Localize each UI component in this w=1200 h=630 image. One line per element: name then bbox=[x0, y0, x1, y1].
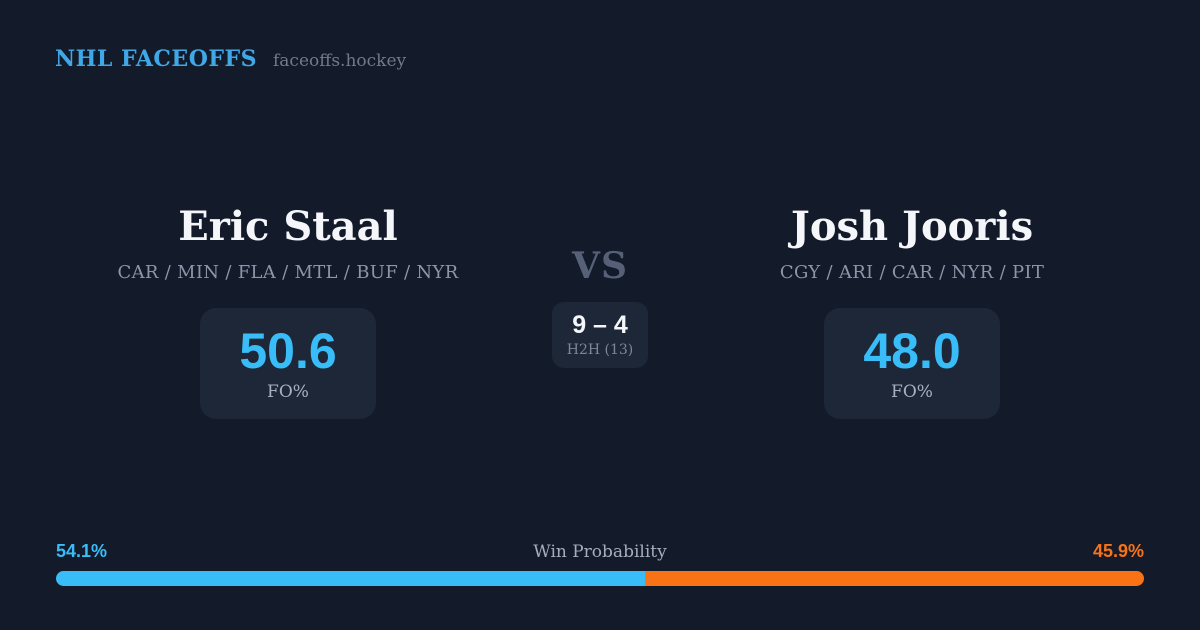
win-probability-bar bbox=[56, 571, 1144, 586]
win-prob-bar-right-segment bbox=[644, 571, 1144, 586]
brand-title: NHL FACEOFFS bbox=[55, 46, 257, 72]
player-right-stat-card: 48.0 FO% bbox=[824, 308, 1000, 419]
player-right-column: Josh Jooris CGY / ARI / CAR / NYR / PIT … bbox=[712, 205, 1112, 419]
win-prob-title: Win Probability bbox=[533, 542, 667, 562]
player-right-stat-label: FO% bbox=[891, 381, 933, 402]
player-left-teams: CAR / MIN / FLA / MTL / BUF / NYR bbox=[117, 262, 459, 283]
h2h-label: H2H (13) bbox=[566, 341, 634, 358]
h2h-score: 9 – 4 bbox=[572, 311, 628, 340]
win-prob-bar-left-segment bbox=[56, 571, 645, 586]
header: NHL FACEOFFS faceoffs.hockey bbox=[55, 46, 406, 72]
player-left-column: Eric Staal CAR / MIN / FLA / MTL / BUF /… bbox=[88, 205, 488, 419]
site-url: faceoffs.hockey bbox=[273, 51, 407, 71]
win-prob-right-pct: 45.9% bbox=[1092, 541, 1144, 561]
player-left-stat-value: 50.6 bbox=[239, 323, 337, 380]
center-column: VS 9 – 4 H2H (13) bbox=[500, 248, 700, 368]
player-right-stat-value: 48.0 bbox=[863, 323, 961, 380]
win-prob-left-pct: 54.1% bbox=[56, 541, 108, 561]
vs-label: VS bbox=[572, 245, 628, 287]
player-right-name: Josh Jooris bbox=[790, 203, 1034, 250]
win-probability-section: 54.1% Win Probability 45.9% bbox=[56, 541, 1144, 586]
player-right-teams: CGY / ARI / CAR / NYR / PIT bbox=[779, 262, 1045, 283]
h2h-card: 9 – 4 H2H (13) bbox=[552, 302, 648, 368]
win-probability-labels: 54.1% Win Probability 45.9% bbox=[56, 541, 1144, 562]
player-left-stat-label: FO% bbox=[267, 381, 309, 402]
player-left-stat-card: 50.6 FO% bbox=[200, 308, 376, 419]
player-left-name: Eric Staal bbox=[178, 203, 398, 250]
